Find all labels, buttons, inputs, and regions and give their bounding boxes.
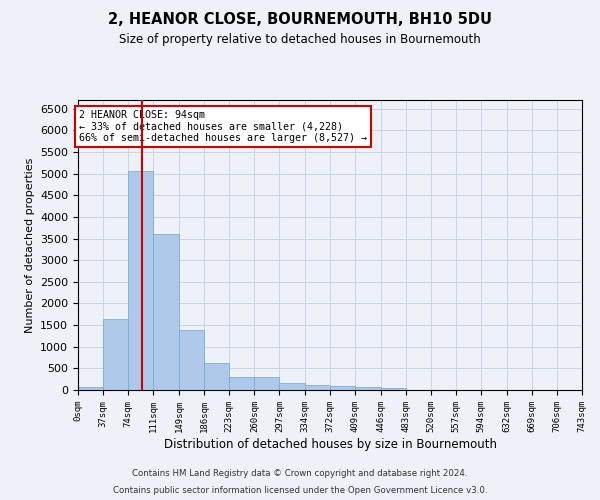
Text: Contains public sector information licensed under the Open Government Licence v3: Contains public sector information licen…	[113, 486, 487, 495]
Bar	[280, 384, 305, 390]
Bar	[179, 330, 204, 390]
X-axis label: Distribution of detached houses by size in Bournemouth: Distribution of detached houses by size …	[163, 438, 497, 450]
Text: 2 HEANOR CLOSE: 94sqm
← 33% of detached houses are smaller (4,228)
66% of semi-d: 2 HEANOR CLOSE: 94sqm ← 33% of detached …	[79, 110, 367, 142]
Bar	[331, 386, 355, 390]
Bar	[153, 234, 179, 390]
Bar	[128, 171, 153, 390]
Bar	[305, 385, 331, 390]
Bar	[355, 387, 380, 390]
Bar	[229, 377, 254, 390]
Bar	[78, 387, 103, 390]
Bar	[254, 377, 280, 390]
Text: 2, HEANOR CLOSE, BOURNEMOUTH, BH10 5DU: 2, HEANOR CLOSE, BOURNEMOUTH, BH10 5DU	[108, 12, 492, 28]
Bar	[204, 363, 229, 390]
Bar	[380, 388, 406, 390]
Bar	[103, 319, 128, 390]
Text: Size of property relative to detached houses in Bournemouth: Size of property relative to detached ho…	[119, 32, 481, 46]
Text: Contains HM Land Registry data © Crown copyright and database right 2024.: Contains HM Land Registry data © Crown c…	[132, 468, 468, 477]
Y-axis label: Number of detached properties: Number of detached properties	[25, 158, 35, 332]
